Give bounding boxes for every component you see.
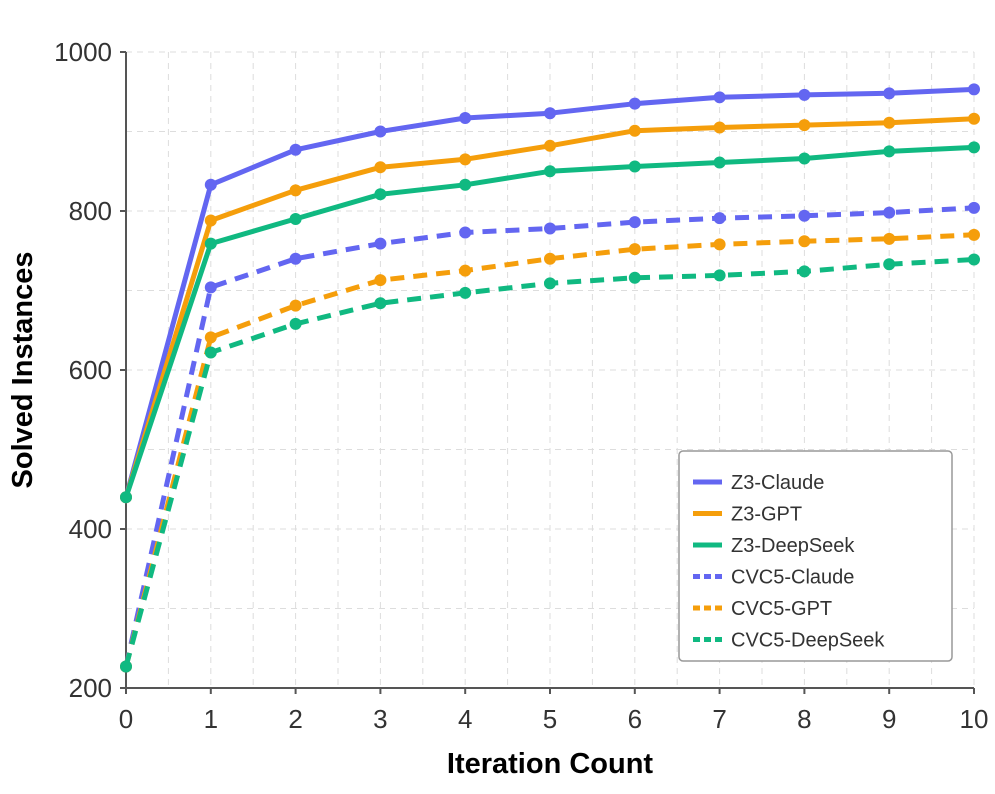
data-point (544, 277, 556, 290)
data-point (968, 253, 980, 266)
series-z3-deepseek (120, 141, 980, 504)
data-point (968, 141, 980, 154)
y-tick-label: 1000 (54, 37, 112, 67)
y-tick-label: 600 (69, 355, 112, 385)
data-point (798, 88, 811, 101)
x-tick-label: 0 (119, 704, 133, 734)
data-point (883, 145, 896, 158)
series-line (123, 205, 975, 668)
data-point (374, 188, 387, 201)
data-point (713, 91, 726, 104)
data-point (459, 178, 472, 191)
data-point (204, 331, 217, 344)
data-point (459, 226, 472, 239)
data-point (713, 156, 726, 169)
legend-label: Z3-DeepSeek (731, 535, 855, 557)
data-point (544, 252, 556, 265)
data-point (628, 271, 641, 284)
x-tick-label: 5 (543, 704, 557, 734)
x-tick-label: 1 (204, 704, 218, 734)
tick-labels: 0 1 2 3 4 5 6 7 8 9 10 200 400 600 800 1000 (54, 37, 988, 734)
data-point (628, 124, 641, 137)
data-point (628, 160, 641, 173)
data-point (883, 116, 896, 129)
data-point (374, 125, 387, 138)
data-point (289, 143, 302, 156)
data-point (120, 660, 132, 673)
series-cvc5-deepseek (120, 253, 980, 673)
data-point (628, 243, 641, 256)
data-point (544, 222, 556, 235)
data-point (374, 161, 387, 174)
legend: Z3-Claude Z3-GPT Z3-DeepSeek CVC5-Claude CVC… (678, 450, 953, 662)
data-point (713, 238, 726, 251)
legend-box (678, 450, 953, 662)
y-axis-title: Solved Instances (7, 252, 39, 489)
data-point (968, 228, 980, 241)
data-point (204, 214, 217, 227)
data-point (968, 83, 980, 96)
data-point (204, 237, 217, 250)
x-axis-title: Iteration Count (447, 748, 654, 780)
y-tick-label: 400 (69, 514, 112, 544)
x-tick-label: 7 (712, 704, 726, 734)
data-point (798, 265, 811, 278)
data-point (883, 206, 896, 219)
data-point (459, 264, 472, 277)
data-point (798, 235, 811, 248)
data-point (289, 212, 302, 225)
x-tick-label: 4 (458, 704, 472, 734)
data-point (798, 152, 811, 165)
data-point (459, 111, 472, 124)
data-point (459, 286, 472, 299)
series-z3-gpt (120, 112, 980, 504)
data-point (374, 237, 387, 250)
data-point (289, 317, 302, 330)
data-point (204, 281, 217, 294)
y-tick-label: 200 (69, 673, 112, 703)
legend-label: Z3-GPT (731, 504, 802, 526)
data-point (798, 119, 811, 132)
series-z3-claude (120, 83, 980, 504)
data-point (374, 274, 387, 287)
data-point (713, 269, 726, 282)
legend-label: CVC5-GPT (731, 598, 832, 620)
series-line (123, 232, 975, 668)
data-point (374, 297, 387, 310)
data-point (544, 139, 556, 152)
y-tick-label: 800 (69, 196, 112, 226)
data-point (883, 232, 896, 245)
data-point (883, 87, 896, 100)
data-point (544, 165, 556, 178)
x-tick-label: 10 (960, 704, 989, 734)
data-point (289, 184, 302, 197)
data-point (544, 107, 556, 120)
legend-label: CVC5-DeepSeek (731, 630, 885, 652)
x-tick-label: 2 (288, 704, 302, 734)
x-tick-label: 6 (628, 704, 642, 734)
data-point (628, 216, 641, 229)
data-point (204, 178, 217, 191)
x-tick-label: 3 (373, 704, 387, 734)
data-point (120, 491, 132, 504)
data-point (289, 299, 302, 312)
data-point (204, 346, 217, 359)
data-point (713, 121, 726, 134)
data-point (798, 209, 811, 222)
data-point (289, 252, 302, 265)
data-point (459, 153, 472, 166)
series (120, 83, 980, 673)
data-point (968, 112, 980, 125)
x-tick-label: 8 (797, 704, 811, 734)
data-point (968, 201, 980, 214)
data-point (628, 97, 641, 110)
legend-label: Z3-Claude (731, 472, 824, 494)
data-point (713, 212, 726, 225)
data-point (883, 258, 896, 271)
x-tick-label: 9 (882, 704, 896, 734)
legend-label: CVC5-Claude (731, 567, 854, 589)
